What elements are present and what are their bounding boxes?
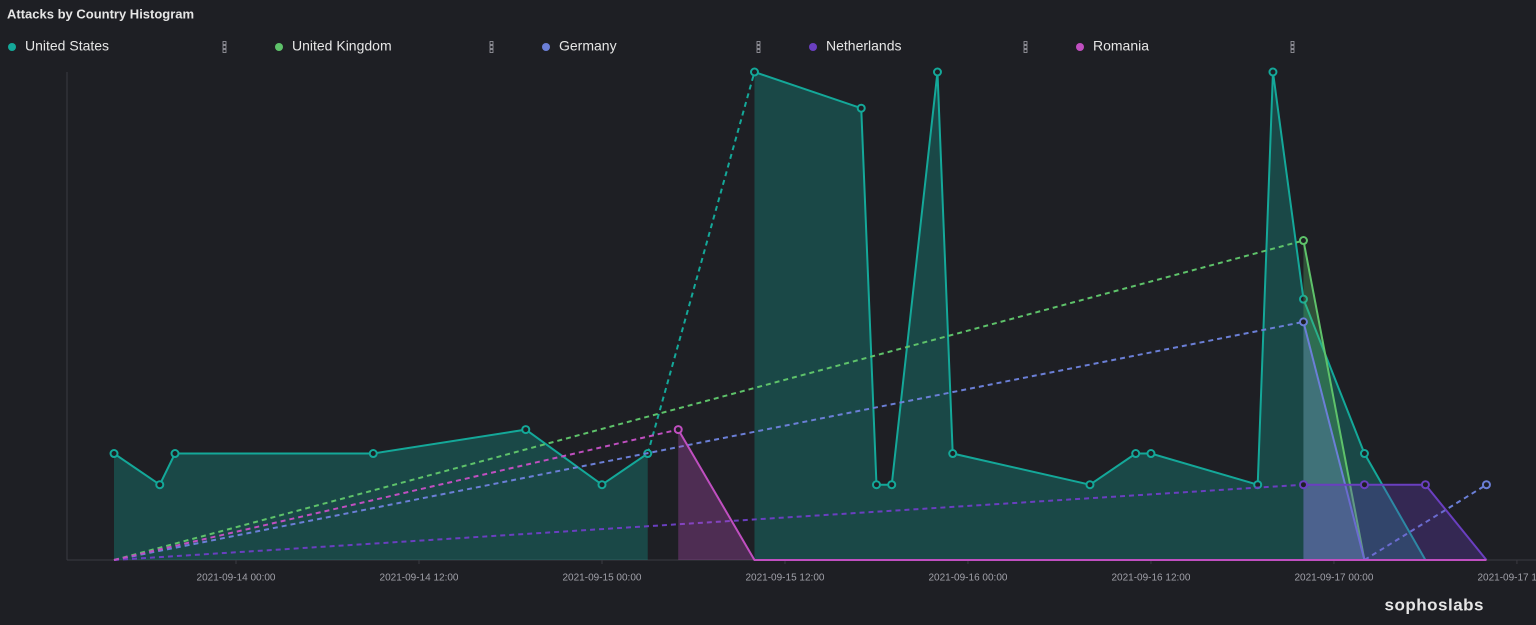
legend-swatch	[8, 43, 16, 51]
gap-bridge	[113, 428, 679, 561]
line	[1302, 240, 1366, 561]
x-tick-label: 2021-09-15 00:00	[563, 573, 642, 584]
gap-bridge	[113, 239, 1304, 561]
x-tick-label: 2021-09-17 00:00	[1294, 573, 1373, 584]
line	[677, 429, 1487, 561]
series	[113, 480, 1488, 561]
point	[1298, 236, 1308, 246]
series	[109, 67, 1427, 561]
x-tick-label: 2021-09-15 12:00	[745, 573, 824, 584]
point	[155, 480, 165, 490]
legend-label: Netherlands	[826, 38, 902, 54]
legend-swatch	[809, 43, 817, 51]
series	[113, 236, 1366, 561]
legend-menu-dot	[489, 49, 494, 53]
point	[948, 449, 958, 459]
x-tick-label: 2021-09-14 12:00	[380, 573, 459, 584]
line	[1303, 483, 1488, 561]
legend-menu-dot	[1023, 41, 1028, 45]
x-tick-label: 2021-09-14 00:00	[197, 573, 276, 584]
legend-menu-dot	[756, 45, 761, 49]
gap-bridge	[646, 71, 756, 454]
logo: sophoslabs	[1385, 595, 1484, 614]
point	[673, 425, 683, 435]
point	[368, 449, 378, 459]
chart-title: Attacks by Country Histogram	[7, 6, 194, 21]
legend-menu-dot	[1290, 45, 1295, 49]
legend-menu-dot	[222, 41, 227, 45]
gap-bridge	[113, 483, 1304, 561]
legend-label: United States	[25, 38, 109, 54]
point	[887, 480, 897, 490]
legend-menu-dot	[489, 45, 494, 49]
legend-label: Germany	[559, 38, 617, 54]
legend-menu-dot	[1023, 49, 1028, 53]
point	[932, 67, 942, 77]
point	[1481, 480, 1491, 490]
legend-menu-dot	[222, 45, 227, 49]
legend-menu-dot	[756, 41, 761, 45]
x-tick-label: 2021-09-17 12:00	[1477, 573, 1536, 584]
point	[1420, 480, 1430, 490]
line	[1302, 321, 1366, 561]
point	[597, 480, 607, 490]
point	[1085, 480, 1095, 490]
point	[521, 425, 531, 435]
legend-swatch	[1076, 43, 1084, 51]
point	[1131, 449, 1141, 459]
point	[109, 449, 119, 459]
point	[749, 67, 759, 77]
legend-label: United Kingdom	[292, 38, 392, 54]
legend-menu-dot	[222, 49, 227, 53]
series	[113, 317, 1491, 561]
point	[1359, 449, 1369, 459]
point	[1298, 480, 1308, 490]
point	[1268, 67, 1278, 77]
legend-label: Romania	[1093, 38, 1149, 54]
legend-menu-dot	[1290, 41, 1295, 45]
x-tick-label: 2021-09-16 12:00	[1111, 573, 1190, 584]
point	[1359, 480, 1369, 490]
point	[1298, 294, 1308, 304]
series	[113, 425, 1487, 561]
legend-swatch	[542, 43, 550, 51]
point	[1298, 317, 1308, 327]
legend-menu-dot	[756, 49, 761, 53]
point	[856, 103, 866, 113]
area	[754, 72, 1426, 560]
point	[170, 449, 180, 459]
legend-menu-dot	[1023, 45, 1028, 49]
legend-menu-dot	[1290, 49, 1295, 53]
x-tick-label: 2021-09-16 00:00	[928, 573, 1007, 584]
legend-menu-dot	[489, 41, 494, 45]
legend-swatch	[275, 43, 283, 51]
point	[871, 480, 881, 490]
gap-bridge	[1363, 483, 1487, 561]
area	[114, 429, 648, 560]
point	[1146, 449, 1156, 459]
gap-bridge	[113, 320, 1304, 561]
